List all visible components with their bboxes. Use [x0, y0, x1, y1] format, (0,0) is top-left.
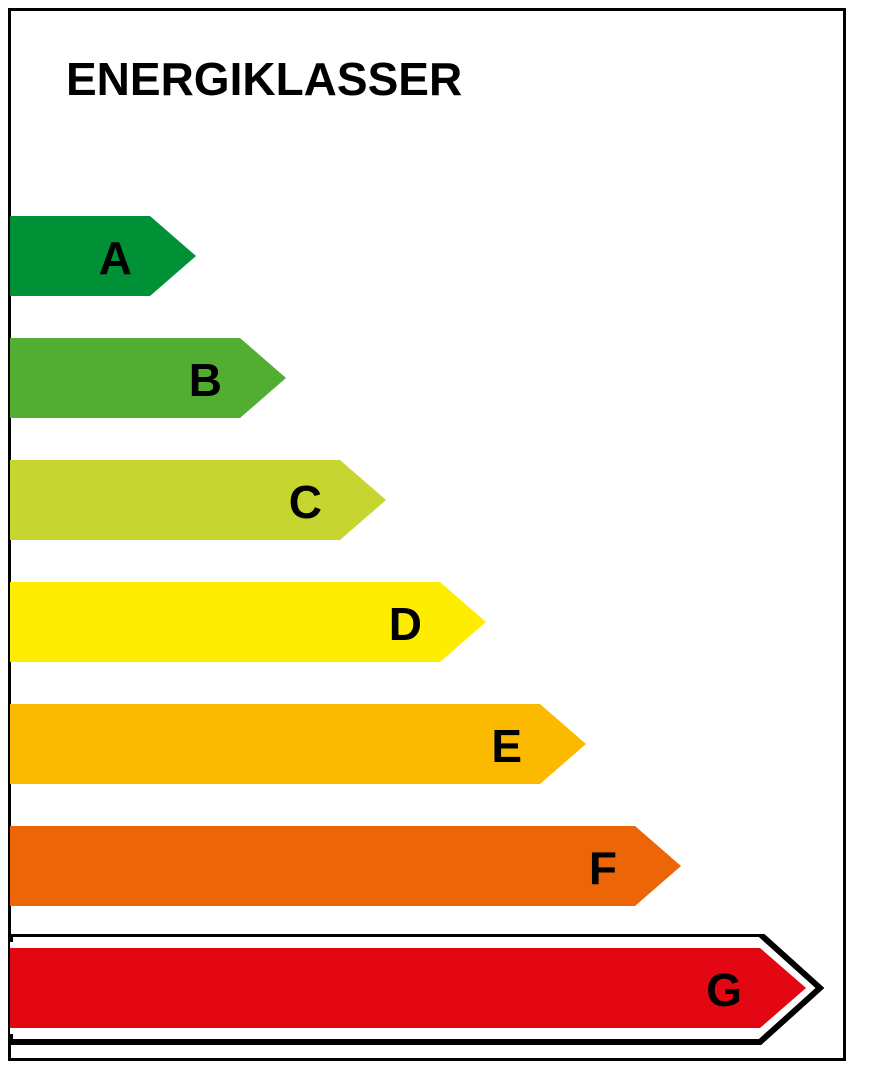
chart-title: ENERGIKLASSER	[66, 52, 462, 106]
energy-bar-label: F	[589, 842, 617, 894]
energy-bar-label: C	[289, 476, 322, 528]
energy-bar-b: B	[10, 338, 290, 422]
energy-bar-f: F	[10, 826, 685, 910]
energy-arrow-icon	[10, 460, 386, 540]
energy-bar-label: B	[189, 354, 222, 406]
energy-bar-label: A	[99, 232, 132, 284]
energy-bar-a: A	[10, 216, 200, 300]
energy-bar-c: C	[10, 460, 390, 544]
energy-bar-g: G	[10, 934, 824, 1046]
energy-bar-d: D	[10, 582, 490, 666]
energy-bar-label: G	[706, 964, 742, 1016]
energy-bar-label: E	[491, 720, 522, 772]
energy-arrow-icon	[10, 338, 286, 418]
energy-arrow-icon	[10, 948, 806, 1028]
energy-arrow-icon	[10, 826, 681, 906]
energy-bar-e: E	[10, 704, 590, 788]
energy-bar-label: D	[389, 598, 422, 650]
